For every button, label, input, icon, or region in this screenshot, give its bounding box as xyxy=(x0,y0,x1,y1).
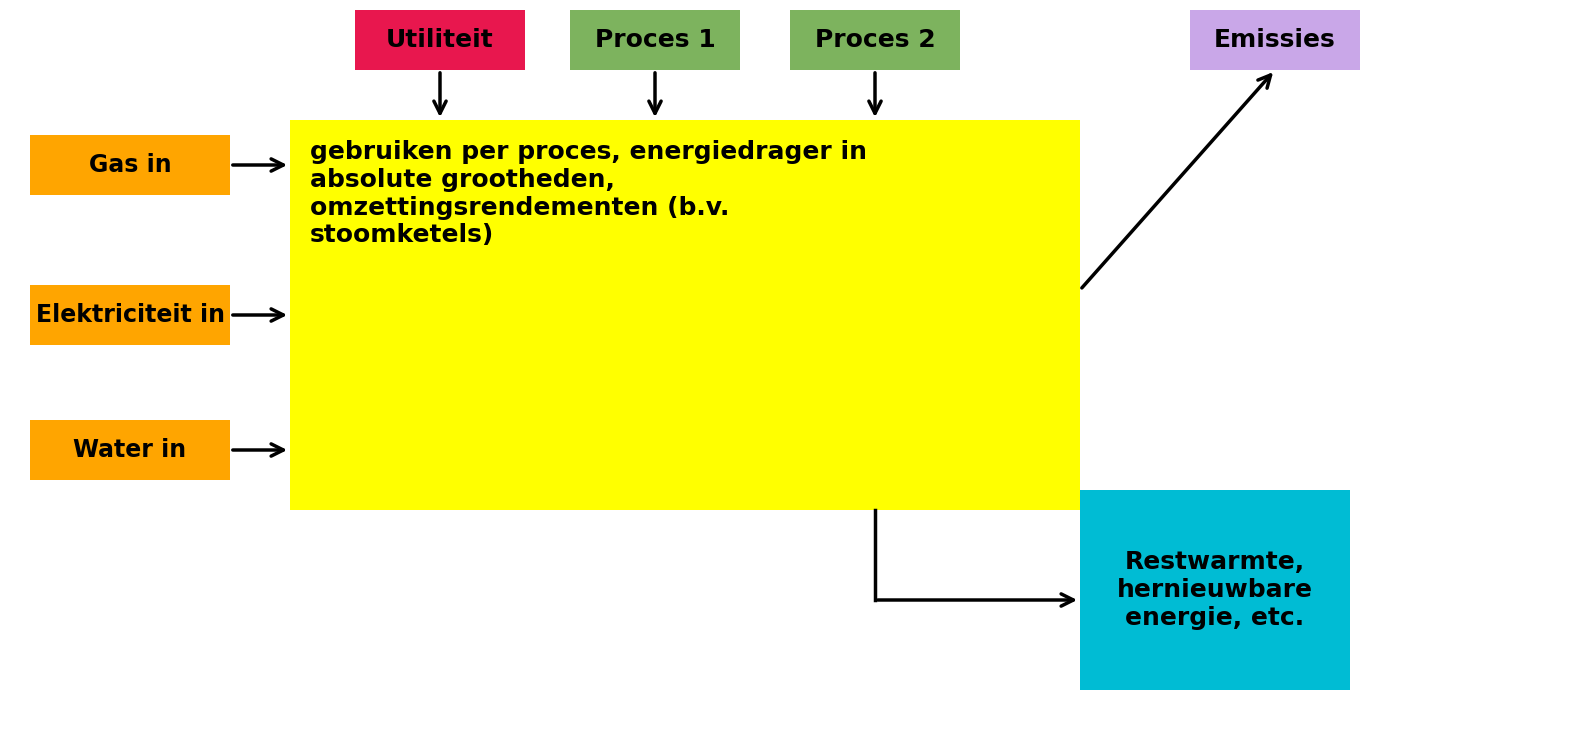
FancyBboxPatch shape xyxy=(291,120,1079,510)
Text: Utiliteit: Utiliteit xyxy=(386,28,493,52)
FancyBboxPatch shape xyxy=(30,420,229,480)
FancyBboxPatch shape xyxy=(30,285,229,345)
FancyBboxPatch shape xyxy=(570,10,740,70)
Text: Water in: Water in xyxy=(74,438,187,462)
FancyBboxPatch shape xyxy=(30,135,229,195)
Text: Restwarmte,
hernieuwbare
energie, etc.: Restwarmte, hernieuwbare energie, etc. xyxy=(1117,551,1313,630)
Text: Elektriciteit in: Elektriciteit in xyxy=(36,303,225,327)
Text: Emissies: Emissies xyxy=(1214,28,1335,52)
Text: gebruiken per proces, energiedrager in
absolute grootheden,
omzettingsrendemente: gebruiken per proces, energiedrager in a… xyxy=(309,140,867,248)
FancyBboxPatch shape xyxy=(1189,10,1360,70)
Text: Gas in: Gas in xyxy=(88,153,171,177)
FancyBboxPatch shape xyxy=(1079,490,1349,690)
FancyBboxPatch shape xyxy=(790,10,960,70)
Text: Proces 2: Proces 2 xyxy=(815,28,935,52)
Text: Proces 1: Proces 1 xyxy=(595,28,715,52)
FancyBboxPatch shape xyxy=(355,10,525,70)
